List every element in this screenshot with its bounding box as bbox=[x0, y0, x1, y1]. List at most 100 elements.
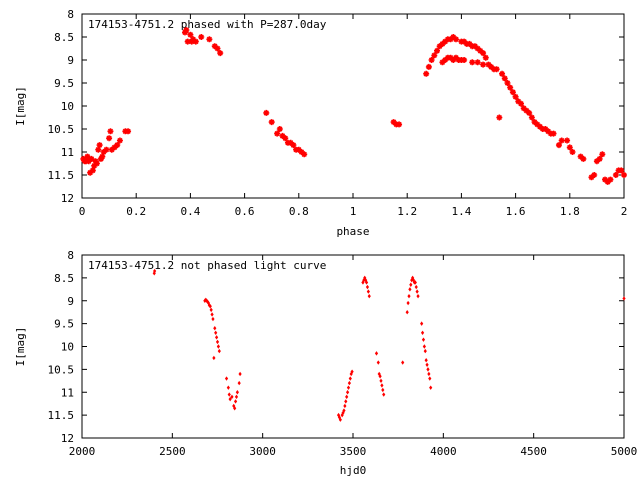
data-point bbox=[413, 280, 417, 285]
data-point bbox=[85, 158, 92, 165]
data-point bbox=[436, 43, 443, 50]
y-tick-label: 9 bbox=[67, 54, 74, 67]
data-point bbox=[343, 403, 347, 409]
data-point bbox=[88, 155, 95, 162]
data-point bbox=[409, 282, 413, 287]
data-point bbox=[428, 57, 435, 63]
data-point bbox=[618, 167, 625, 174]
data-point bbox=[416, 293, 420, 299]
x-tick-label: 3000 bbox=[249, 445, 276, 458]
data-point bbox=[295, 146, 302, 153]
data-point bbox=[217, 50, 224, 57]
data-point bbox=[499, 70, 506, 77]
data-point bbox=[349, 371, 353, 377]
data-point bbox=[233, 399, 238, 404]
data-point bbox=[542, 126, 549, 132]
data-point bbox=[230, 394, 234, 400]
data-point bbox=[276, 126, 283, 132]
data-point bbox=[434, 47, 441, 54]
data-point bbox=[471, 43, 478, 50]
x-tick-label: 4500 bbox=[520, 445, 547, 458]
data-point bbox=[190, 36, 197, 43]
data-point bbox=[496, 114, 503, 121]
plot-frame bbox=[81, 254, 625, 439]
data-point bbox=[461, 57, 468, 63]
data-point bbox=[591, 172, 598, 178]
data-point bbox=[282, 135, 289, 142]
data-point bbox=[531, 119, 538, 126]
data-point bbox=[89, 167, 96, 174]
data-point bbox=[545, 128, 552, 135]
data-point bbox=[534, 121, 541, 128]
data-point bbox=[362, 277, 366, 283]
data-point bbox=[536, 123, 543, 130]
data-point bbox=[224, 376, 229, 381]
data-point bbox=[336, 412, 341, 418]
y-tick-label: 12 bbox=[61, 192, 74, 205]
data-point bbox=[569, 149, 576, 155]
data-point bbox=[210, 312, 214, 317]
data-point bbox=[209, 307, 213, 313]
data-point bbox=[382, 392, 386, 397]
data-point bbox=[184, 38, 191, 45]
data-point bbox=[526, 109, 533, 116]
data-series bbox=[152, 268, 626, 422]
data-point bbox=[107, 128, 114, 135]
y-tick-label: 12 bbox=[61, 432, 74, 445]
data-point bbox=[439, 40, 446, 47]
data-point bbox=[345, 394, 349, 400]
data-point bbox=[447, 36, 454, 43]
y-axis-label: I[mag] bbox=[14, 327, 27, 367]
x-tick-label: 1.8 bbox=[560, 205, 580, 218]
data-point bbox=[187, 31, 194, 38]
data-point bbox=[604, 178, 611, 185]
x-tick-label: 5000 bbox=[611, 445, 638, 458]
plot-frame bbox=[81, 13, 625, 199]
y-tick-label: 11 bbox=[61, 146, 74, 159]
y-tick-label: 8.5 bbox=[54, 272, 74, 285]
data-point bbox=[111, 144, 118, 151]
x-tick-label: 1 bbox=[350, 205, 357, 218]
data-point bbox=[607, 176, 614, 183]
data-point bbox=[512, 93, 519, 100]
x-tick-label: 1.4 bbox=[451, 205, 471, 218]
data-point bbox=[91, 162, 98, 169]
data-point bbox=[342, 408, 346, 413]
data-point bbox=[279, 132, 286, 139]
data-point bbox=[485, 61, 492, 68]
data-point bbox=[84, 153, 91, 160]
data-point bbox=[226, 385, 230, 390]
data-point bbox=[452, 36, 459, 43]
data-point bbox=[103, 146, 110, 153]
data-point bbox=[290, 142, 297, 149]
y-tick-label: 11.5 bbox=[48, 169, 75, 182]
data-point bbox=[420, 330, 425, 335]
data-point bbox=[461, 38, 468, 45]
data-point bbox=[341, 410, 345, 416]
y-tick-label: 11 bbox=[61, 386, 74, 399]
y-tick-label: 10 bbox=[61, 341, 74, 354]
data-point bbox=[482, 54, 489, 61]
data-point bbox=[235, 390, 239, 395]
data-point bbox=[216, 344, 221, 349]
x-tick-label: 1.6 bbox=[506, 205, 526, 218]
data-point bbox=[602, 176, 609, 183]
data-point bbox=[580, 155, 587, 162]
data-point bbox=[347, 380, 351, 386]
data-point bbox=[345, 390, 350, 395]
data-point bbox=[274, 130, 281, 137]
data-point bbox=[493, 66, 500, 73]
data-point bbox=[377, 371, 381, 377]
data-point bbox=[474, 45, 481, 52]
data-point bbox=[217, 348, 221, 354]
data-point bbox=[520, 105, 527, 112]
data-point bbox=[414, 284, 418, 290]
data-point bbox=[405, 309, 409, 315]
data-point bbox=[213, 326, 217, 331]
x-tick-label: 0.4 bbox=[180, 205, 200, 218]
data-point bbox=[466, 40, 473, 47]
data-point bbox=[425, 63, 432, 70]
data-point bbox=[214, 45, 221, 52]
y-tick-label: 9 bbox=[67, 295, 74, 308]
